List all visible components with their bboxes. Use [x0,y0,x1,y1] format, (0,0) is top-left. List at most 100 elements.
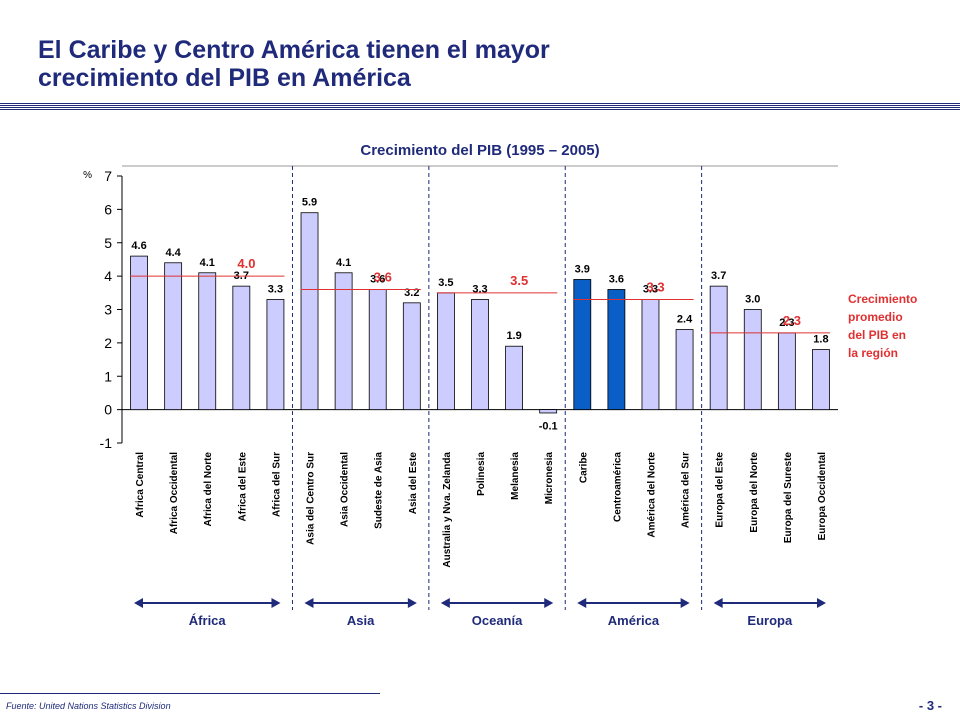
y-tick-label: 6 [104,201,112,217]
bar-value-label: 1.9 [506,330,521,342]
gdp-growth-chart: Crecimiento del PIB (1995 – 2005)% -1 0 1 2 3… [83,142,917,628]
category-label: Asia del Centro Sur [306,452,317,545]
category-label: Asia del Este [408,452,419,515]
bar [437,292,455,411]
category-label: América del Norte [646,452,657,538]
group-arrow-head-right [817,598,826,608]
y-tick-label: 5 [104,235,112,251]
bar [266,299,285,411]
bar-value-label: 5.9 [302,197,317,209]
bar-value-label: 3.7 [711,270,726,282]
bar [402,302,421,411]
bar [777,332,796,411]
title-line-1: El Caribe y Centro América tienen el may… [38,36,550,64]
category-label: Europa del Este [715,452,726,528]
category-label: Europa del Sureste [783,452,794,544]
bar [198,272,217,411]
category-label: Asia Occidental [340,452,351,527]
bar-value-label: 3.3 [268,283,283,295]
bar-value-label: 4.1 [200,257,215,269]
page-title: El Caribe y Centro América tienen el may… [38,36,918,92]
bar [743,309,762,411]
category-label: Africa del Este [237,452,248,522]
y-tick-label: 4 [104,268,112,284]
bar-value-label: 4.1 [336,257,351,269]
category-label: Africa del Sur [271,452,282,517]
category-label: Caribe [578,452,589,484]
y-tick-label: 7 [104,168,112,184]
bar-value-label: 3.6 [370,273,385,285]
y-tick-label: 1 [104,368,112,384]
bar [641,299,660,411]
bar [812,349,830,411]
category-label: Centroamérica [612,452,623,522]
category-label: Sudeste de Asia [374,452,385,529]
bar-value-label: 1.8 [813,334,828,346]
bar [368,289,387,411]
bar-value-label: 3.3 [643,283,658,295]
bar-value-label: 3.6 [609,273,624,285]
bar-value-label: 3.9 [575,263,590,275]
category-label: Africa Occidental [169,452,180,534]
category-label: Africa del Norte [203,452,214,527]
bar-value-label: 2.4 [677,314,693,326]
category-label: Europa Occidental [817,452,828,541]
page-number: - 3 - [918,698,942,713]
bar-value-label: 4.6 [131,240,146,252]
group-arrow-head-left [304,598,314,608]
bar [607,289,626,411]
group-arrow-head-right [544,598,554,608]
y-tick-label: 0 [104,402,112,418]
bar [709,285,728,411]
bar [300,212,319,411]
group-arrow-head-left [713,598,723,608]
y-tick-label: -1 [100,435,113,451]
bar-value-label: 3.0 [745,294,760,306]
group-average-label: 2.3 [783,313,801,328]
bar-value-label: -0.1 [539,421,558,433]
source-note: Fuente: United Nations Statistics Divisi… [6,701,171,711]
y-tick-label: 2 [104,335,112,351]
bar [471,299,489,411]
legend-text-line: del PIB en [848,328,906,342]
group-average-label: 3.6 [374,269,392,284]
legend-text-line: promedio [848,310,903,324]
group-arrow-head-left [577,598,587,608]
bar-value-label: 2.3 [779,317,794,329]
group-name: Europa [747,613,793,628]
group-arrow-head-right [271,598,281,608]
legend-text-line: Crecimiento [848,292,917,306]
y-tick-label: 3 [104,302,112,318]
bar-value-label: 3.3 [472,283,487,295]
group-name: Oceanía [472,613,523,628]
group-arrow-head-right [407,598,417,608]
group-average-label: 4.0 [237,256,255,271]
bar [505,345,523,411]
bar [334,272,353,411]
bar [130,255,148,411]
title-underline [0,103,960,115]
category-label: Africa Central [135,452,146,518]
bar [539,409,558,414]
category-label: Melanesia [510,452,521,500]
group-name: Asia [347,613,375,628]
bar [675,329,694,411]
category-label: Europa del Norte [749,452,760,533]
group-name: América [608,613,660,628]
category-label: América del Sur [681,452,692,528]
category-label: Australia y Nva. Zelanda [442,452,453,568]
category-label: Polinesia [476,452,487,496]
category-label: Micronesia [544,452,555,505]
bar-value-label: 3.2 [404,287,419,299]
title-line-2: crecimiento del PIB en América [38,64,411,92]
chart-title: Crecimiento del PIB (1995 – 2005) [360,142,599,159]
bar [164,262,183,411]
bar-value-label: 3.5 [438,277,453,289]
bar [573,279,592,411]
group-average-label: 3.5 [510,273,528,288]
bar [232,285,251,411]
y-axis-label: % [83,170,92,181]
legend-text-line: la región [848,346,898,360]
group-arrow-head-left [440,598,450,608]
group-arrow-head-left [134,598,143,608]
